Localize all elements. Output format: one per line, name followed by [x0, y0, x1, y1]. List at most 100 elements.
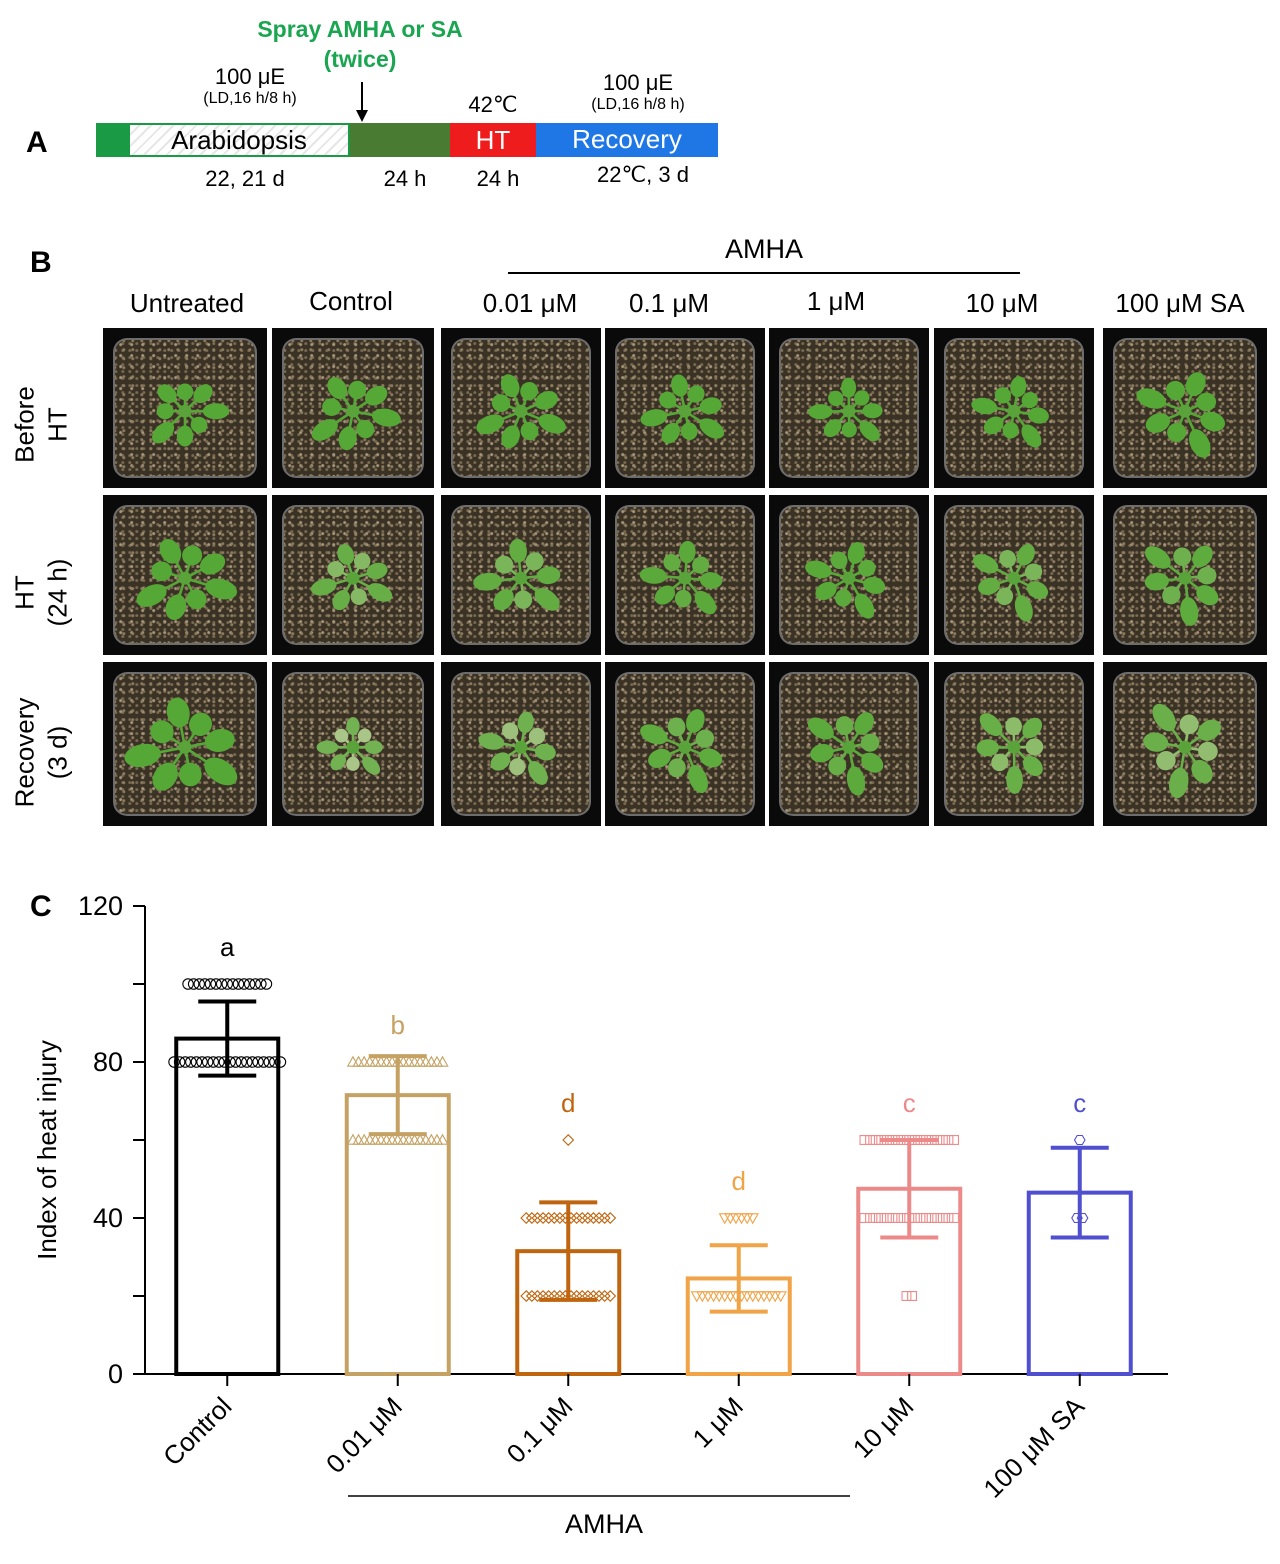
data-point — [224, 1056, 236, 1068]
data-point — [425, 1133, 438, 1145]
data-point — [724, 1213, 737, 1225]
rosette-plant-icon — [807, 712, 884, 796]
light-right: 100 μE (LD,16 h/8 h) — [560, 70, 716, 114]
data-point — [907, 1291, 918, 1301]
rosette-plant-icon — [476, 374, 566, 449]
data-point — [374, 1055, 388, 1067]
data-point — [713, 1291, 726, 1303]
data-point — [735, 1213, 748, 1225]
data-point — [221, 978, 234, 990]
data-point — [274, 1056, 287, 1068]
rosette-plant-icon — [1143, 703, 1222, 799]
column-label-control: Control — [309, 286, 393, 316]
data-point — [238, 978, 250, 990]
data-point — [746, 1291, 759, 1303]
rosette-plant-icon — [478, 711, 556, 785]
data-point — [358, 1055, 371, 1067]
data-point — [352, 1055, 365, 1067]
significance-letter-3: d — [732, 1166, 746, 1196]
plant-photo-ht-24h-amha-10 — [934, 495, 1094, 655]
x-tick-label-0: Control — [157, 1391, 237, 1471]
spray-arrow-icon — [356, 82, 368, 122]
light-left-main: 100 μE — [214, 64, 286, 89]
data-point — [604, 1290, 617, 1302]
pot-soil — [450, 671, 592, 817]
data-point — [763, 1291, 776, 1303]
data-point — [520, 1290, 533, 1302]
rosette-plant-icon — [316, 717, 383, 775]
data-point — [1073, 1134, 1086, 1146]
data-point — [346, 1133, 360, 1145]
data-point — [408, 1133, 421, 1145]
rosette-plant-icon — [808, 377, 883, 442]
data-point — [386, 1133, 399, 1145]
data-point — [201, 1056, 214, 1068]
data-point — [898, 1213, 909, 1223]
data-point — [391, 1133, 404, 1145]
data-point — [576, 1212, 589, 1224]
data-point — [430, 1055, 444, 1067]
plant-photo-recovery-3d-amha-10 — [934, 662, 1094, 826]
data-point — [269, 1056, 281, 1068]
data-point — [901, 1291, 912, 1301]
data-point — [436, 1055, 449, 1067]
rosette-plant-icon — [1144, 545, 1219, 626]
light-right-main: 100 μE — [602, 70, 674, 95]
plant-photo-recovery-3d-untreated — [103, 662, 267, 826]
significance-letter-0: a — [220, 932, 235, 962]
data-point — [430, 1133, 444, 1145]
rosette-plant-icon — [310, 544, 393, 611]
data-point — [1076, 1212, 1089, 1224]
heat-injury-chart: 0 40 80 120 Index of heat injury a Control b 0.0… — [32, 891, 1168, 1539]
data-point — [352, 1133, 365, 1145]
data-point — [402, 1133, 416, 1145]
timeline-recovery-label: Recovery — [572, 124, 682, 154]
data-point — [218, 1056, 231, 1068]
data-point — [548, 1212, 561, 1224]
pot-soil — [112, 504, 258, 646]
data-point — [718, 1213, 731, 1225]
timeline-recovery-segment: Recovery — [536, 123, 718, 157]
data-point — [235, 1056, 248, 1068]
data-point — [943, 1213, 954, 1223]
plant-photo-before-ht-amha-10 — [934, 328, 1094, 488]
timeline-recovery-duration: 22℃, 3 d — [597, 162, 689, 187]
plant-photo-ht-24h-untreated — [103, 495, 267, 655]
data-point — [949, 1135, 960, 1145]
x-tick-label-4: 10 μM — [847, 1391, 920, 1464]
data-point — [249, 978, 262, 990]
data-point — [926, 1213, 937, 1223]
data-point — [757, 1291, 771, 1303]
timeline-arabidopsis-segment: Arabidopsis — [128, 123, 350, 157]
temp-ht: 42℃ — [468, 92, 518, 117]
data-point — [741, 1291, 754, 1303]
row-label-before-ht-line2: HT — [42, 407, 72, 442]
data-point — [525, 1290, 538, 1302]
data-point — [909, 1213, 920, 1223]
data-point — [397, 1133, 410, 1145]
data-point — [531, 1290, 544, 1302]
panel-a-letter: A — [26, 126, 48, 159]
data-point — [937, 1135, 948, 1145]
plant-photo-before-ht-sa-100 — [1103, 328, 1267, 488]
timeline-arabidopsis-label: Arabidopsis — [171, 125, 307, 155]
plant-photo-recovery-3d-amha-0-1 — [605, 662, 765, 826]
data-point — [346, 1055, 360, 1067]
data-point — [207, 1056, 220, 1068]
spray-label-line2: (twice) — [323, 46, 397, 72]
data-point — [887, 1213, 898, 1223]
data-point — [593, 1212, 606, 1224]
data-point — [173, 1056, 186, 1068]
timeline-ht-segment: HT — [450, 123, 536, 157]
plant-photo-before-ht-amha-0-01 — [441, 328, 601, 488]
plant-photo-ht-24h-amha-1 — [769, 495, 929, 655]
rosette-plant-icon — [152, 383, 230, 447]
panel-b-amha-bracket — [508, 272, 1020, 274]
row-label-ht-24h-line2: (24 h) — [42, 558, 72, 627]
rosette-plant-icon — [972, 544, 1049, 622]
data-point — [741, 1213, 754, 1225]
data-point — [241, 1056, 253, 1068]
data-point — [182, 978, 194, 990]
data-point — [196, 1056, 208, 1068]
data-point — [179, 1056, 192, 1068]
